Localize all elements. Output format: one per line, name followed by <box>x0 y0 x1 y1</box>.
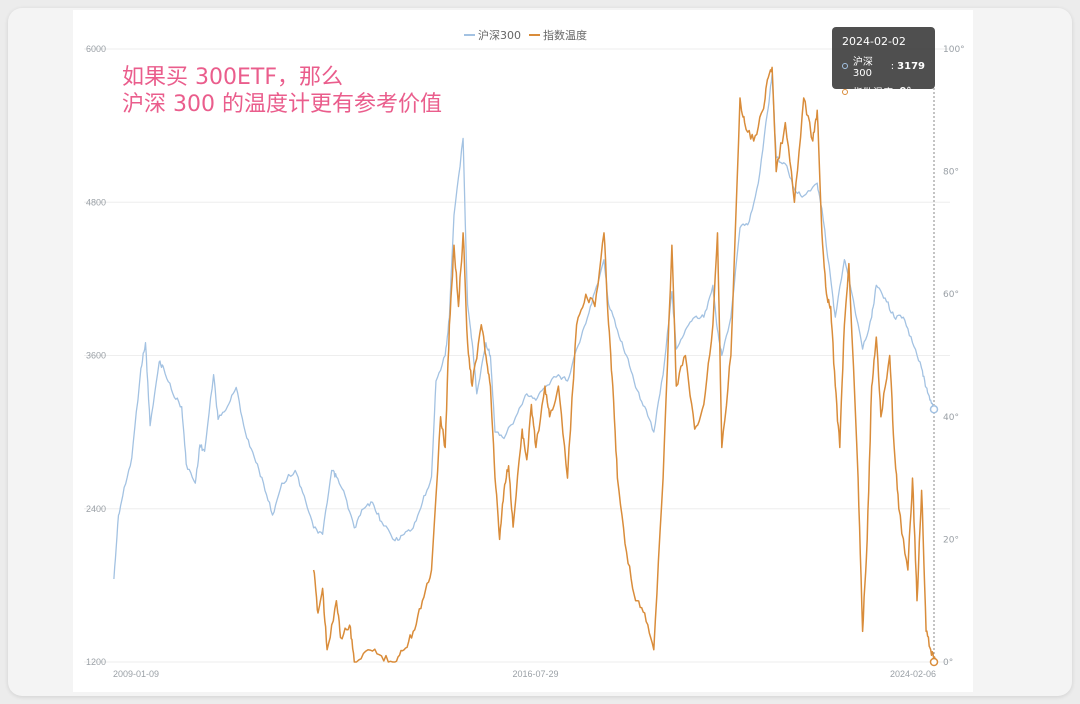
x-axis-tick-label: 2016-07-29 <box>512 669 558 679</box>
right-axis-tick-label: 0° <box>943 658 953 668</box>
left-axis-tick-label: 4800 <box>86 197 106 207</box>
x-axis-tick-label: 2024-02-06 <box>890 669 936 679</box>
series-end-point-0 <box>929 405 939 414</box>
window-frame <box>8 8 1072 696</box>
right-axis-tick-label: 20° <box>943 535 959 545</box>
annotation-line-2: 沪深 300 的温度计更有参考价值 <box>122 92 442 117</box>
right-axis-tick-label: 40° <box>943 413 959 423</box>
tooltip-date: 2024-02-02 <box>842 35 906 48</box>
right-axis-tick-label: 80° <box>943 168 959 178</box>
chart-card <box>73 10 973 692</box>
left-axis-tick-label: 3600 <box>86 351 106 361</box>
legend-label: 指数温度 <box>543 28 587 42</box>
series-line-0 <box>113 73 936 580</box>
series-line-1 <box>312 66 937 663</box>
x-axis-tick-label: 2009-01-09 <box>113 669 159 679</box>
left-axis-tick-label: 6000 <box>86 44 106 54</box>
left-axis-tick-label: 1200 <box>86 657 106 667</box>
tooltip-hs300-dot-icon <box>842 63 848 69</box>
legend-label: 沪深300 <box>478 28 521 42</box>
tooltip-temp-name: 指数温度 <box>853 88 893 99</box>
left-axis-tick-label: 2400 <box>86 504 106 514</box>
tooltip-row-hs300: 沪深300: 3179 <box>842 53 925 79</box>
series-end-point-1 <box>929 657 939 667</box>
tooltip-hs300-name: 沪深300 <box>852 57 873 79</box>
tooltip-row-temp: 指数温度: 0° <box>842 84 925 99</box>
annotation-text: 如果买 300ETF，那么 沪深 300 的温度计更有参考价值 <box>118 64 446 118</box>
chart-tooltip: 2024-02-02 沪深300: 3179 指数温度: 0° <box>832 27 935 99</box>
annotation-line-1: 如果买 300ETF，那么 <box>122 65 343 90</box>
tooltip-hs300-value: 3179 <box>897 60 925 72</box>
tooltip-temp-value: 0° <box>899 86 912 97</box>
right-axis-tick-label: 100° <box>943 45 965 55</box>
right-axis-tick-label: 60° <box>943 290 959 300</box>
tooltip-temp-dot-icon <box>842 88 848 95</box>
